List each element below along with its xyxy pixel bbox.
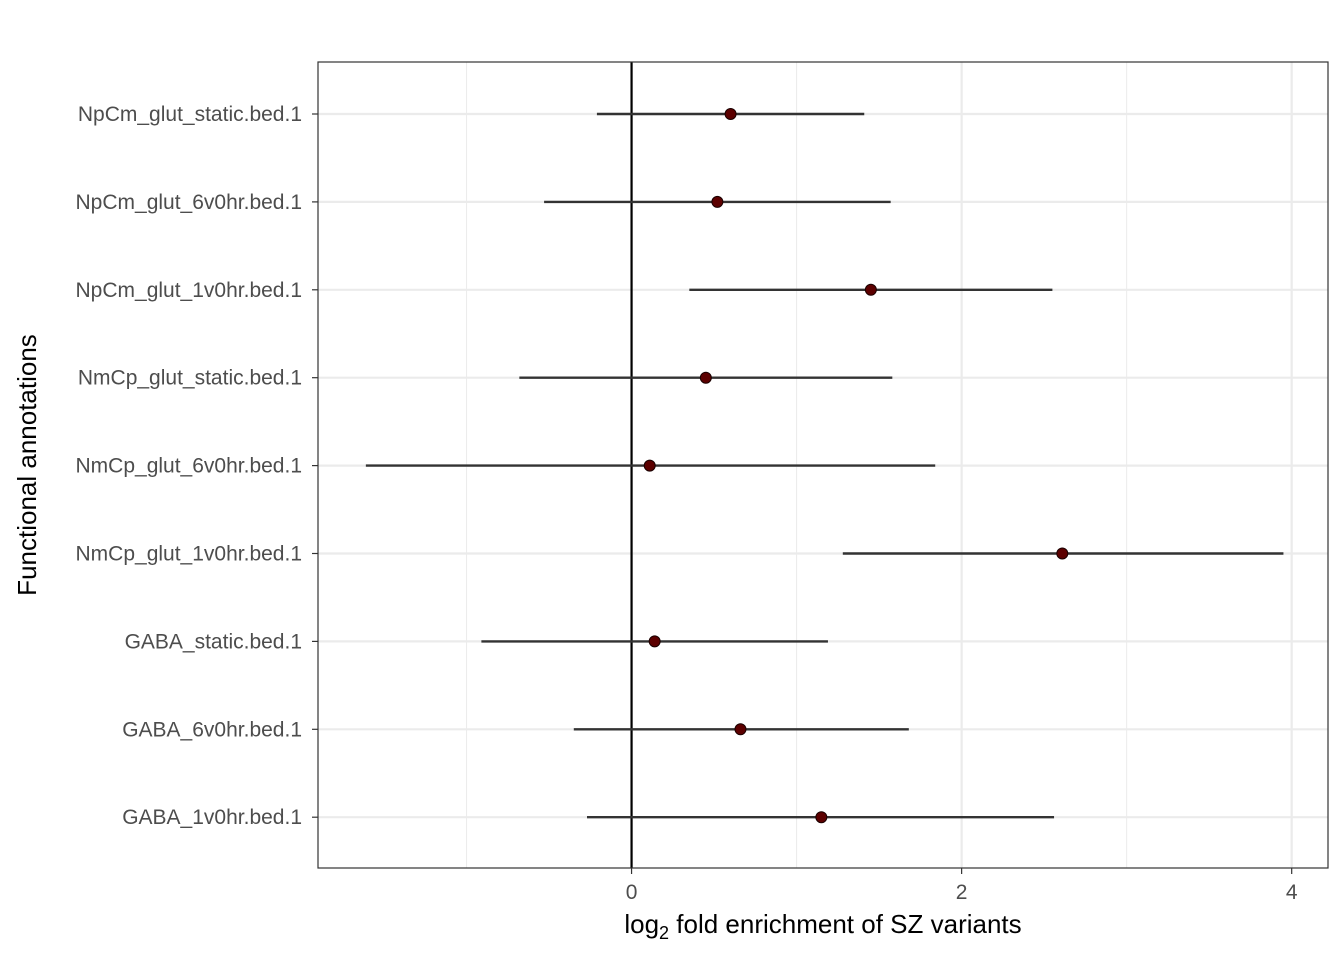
y-tick-label: GABA_6v0hr.bed.1 bbox=[122, 718, 302, 741]
x-axis: 0 2 4 bbox=[626, 868, 1298, 904]
estimate-point bbox=[815, 811, 828, 824]
estimate-point bbox=[699, 371, 712, 384]
estimate-point bbox=[864, 283, 877, 296]
x-axis-title: log2 fold enrichment of SZ variants bbox=[624, 909, 1021, 943]
estimate-point bbox=[724, 108, 737, 120]
y-tick-label: NmCp_glut_1v0hr.bed.1 bbox=[76, 543, 302, 566]
y-axis: NpCm_glut_static.bed.1 NpCm_glut_6v0hr.be… bbox=[76, 103, 318, 829]
estimate-point bbox=[643, 459, 656, 472]
y-tick-label: GABA_static.bed.1 bbox=[125, 630, 302, 653]
y-tick-label: NmCp_glut_6v0hr.bed.1 bbox=[76, 455, 302, 478]
x-axis-title-rest: fold enrichment of SZ variants bbox=[669, 909, 1022, 939]
y-tick-label: NmCp_glut_static.bed.1 bbox=[78, 367, 302, 390]
x-axis-title-prefix: log bbox=[624, 909, 659, 939]
y-tick-label: GABA_1v0hr.bed.1 bbox=[122, 806, 302, 829]
estimate-point bbox=[734, 723, 747, 736]
estimate-point bbox=[711, 195, 724, 208]
x-axis-title-subscript: 2 bbox=[659, 923, 669, 943]
y-axis-title: Functional annotations bbox=[12, 334, 42, 596]
point-estimates bbox=[643, 108, 1069, 824]
x-tick-label: 0 bbox=[626, 881, 638, 904]
x-tick-label: 4 bbox=[1286, 881, 1298, 904]
x-tick-label: 2 bbox=[956, 881, 968, 904]
estimate-point bbox=[1056, 547, 1069, 560]
y-tick-label: NpCm_glut_6v0hr.bed.1 bbox=[76, 191, 302, 214]
y-tick-label: NpCm_glut_1v0hr.bed.1 bbox=[76, 279, 302, 302]
estimate-point bbox=[648, 635, 661, 648]
y-tick-label: NpCm_glut_static.bed.1 bbox=[78, 103, 302, 126]
